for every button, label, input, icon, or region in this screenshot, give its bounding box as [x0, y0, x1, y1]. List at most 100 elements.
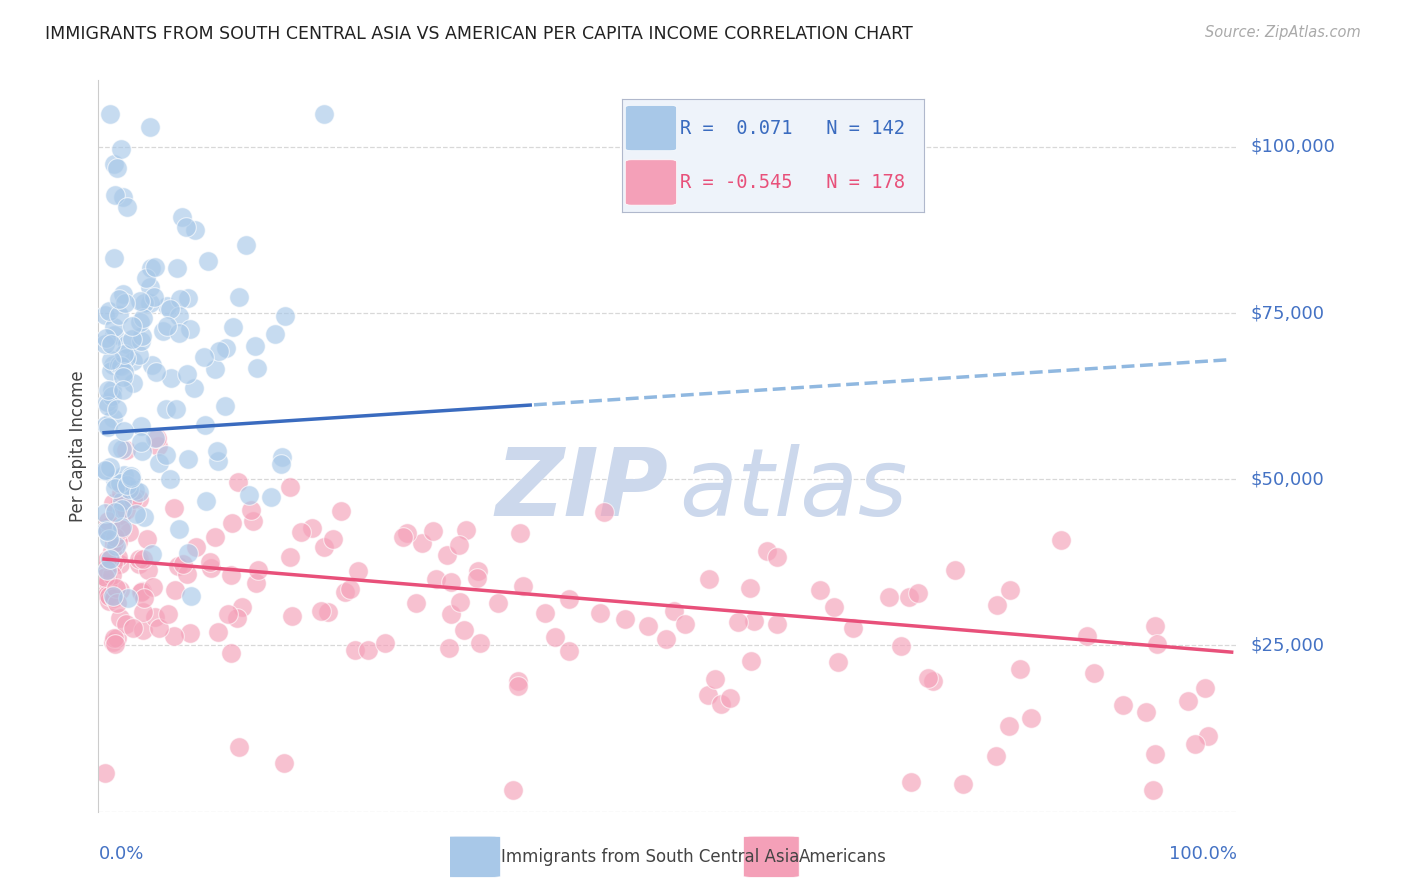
- Point: [101, 635, 124, 649]
- Point: [103, 327, 125, 342]
- Point: [465, 571, 488, 585]
- Point: [264, 326, 287, 341]
- Point: [121, 471, 143, 485]
- Point: [96, 563, 118, 577]
- Point: [440, 607, 463, 622]
- Point: [395, 525, 418, 540]
- Point: [449, 539, 471, 553]
- Point: [159, 301, 181, 316]
- Point: [207, 443, 229, 458]
- Point: [243, 339, 266, 353]
- Point: [900, 775, 922, 789]
- Point: [117, 591, 139, 606]
- Point: [179, 626, 201, 640]
- Point: [238, 488, 260, 502]
- Point: [654, 632, 676, 646]
- Point: [1135, 705, 1157, 719]
- Point: [177, 545, 200, 559]
- Point: [97, 304, 120, 318]
- Point: [145, 365, 167, 379]
- Point: [281, 609, 304, 624]
- Text: Source: ZipAtlas.com: Source: ZipAtlas.com: [1205, 25, 1361, 40]
- Point: [440, 574, 463, 589]
- Point: [101, 544, 124, 558]
- Point: [100, 337, 122, 351]
- Point: [141, 547, 163, 561]
- Point: [125, 507, 148, 521]
- Point: [156, 318, 179, 333]
- Text: Immigrants from South Central Asia: Immigrants from South Central Asia: [501, 847, 799, 866]
- Text: 0.0%: 0.0%: [98, 845, 143, 863]
- Point: [132, 591, 155, 605]
- Point: [673, 617, 696, 632]
- Point: [301, 521, 323, 535]
- Point: [898, 591, 921, 605]
- Point: [766, 617, 789, 632]
- Point: [101, 411, 124, 425]
- Point: [97, 400, 120, 414]
- Point: [339, 582, 361, 596]
- Point: [329, 503, 352, 517]
- Point: [108, 475, 131, 490]
- Point: [111, 520, 134, 534]
- Point: [139, 260, 162, 275]
- Point: [110, 522, 132, 536]
- Point: [697, 572, 720, 586]
- Point: [129, 315, 152, 329]
- Point: [842, 621, 865, 635]
- Point: [94, 570, 117, 584]
- Point: [392, 530, 415, 544]
- Point: [105, 539, 128, 553]
- Point: [98, 552, 121, 566]
- Text: Americans: Americans: [799, 847, 887, 866]
- Point: [121, 332, 143, 346]
- Text: $100,000: $100,000: [1251, 137, 1336, 156]
- Point: [97, 514, 120, 528]
- Point: [115, 200, 138, 214]
- Point: [742, 615, 765, 629]
- Point: [97, 589, 120, 603]
- Point: [96, 524, 118, 539]
- Point: [115, 477, 138, 491]
- Text: atlas: atlas: [679, 444, 907, 535]
- Point: [142, 580, 165, 594]
- Point: [533, 606, 555, 620]
- Point: [509, 525, 531, 540]
- Point: [1083, 666, 1105, 681]
- Point: [94, 506, 117, 520]
- Point: [613, 612, 636, 626]
- Point: [94, 521, 117, 535]
- Point: [467, 564, 489, 578]
- Point: [94, 523, 117, 537]
- Point: [167, 326, 190, 340]
- Point: [107, 549, 129, 564]
- Point: [98, 594, 121, 608]
- Point: [740, 654, 762, 668]
- Point: [131, 334, 153, 348]
- Point: [207, 625, 229, 640]
- Point: [141, 358, 163, 372]
- Point: [110, 442, 132, 457]
- Point: [1177, 694, 1199, 708]
- Point: [97, 383, 120, 397]
- Point: [105, 631, 128, 645]
- Point: [145, 260, 167, 275]
- Point: [104, 188, 127, 202]
- Text: $75,000: $75,000: [1251, 304, 1324, 322]
- Point: [242, 514, 264, 528]
- Point: [111, 493, 134, 508]
- Point: [917, 671, 939, 685]
- Point: [105, 441, 128, 455]
- Point: [215, 341, 238, 355]
- Point: [1143, 618, 1166, 632]
- Point: [245, 575, 267, 590]
- Point: [108, 582, 131, 597]
- Point: [132, 605, 155, 619]
- Point: [1008, 662, 1031, 676]
- Point: [558, 591, 581, 606]
- Point: [589, 607, 612, 621]
- Point: [135, 271, 157, 285]
- Text: $50,000: $50,000: [1251, 470, 1324, 488]
- Point: [143, 431, 166, 445]
- Point: [96, 523, 118, 537]
